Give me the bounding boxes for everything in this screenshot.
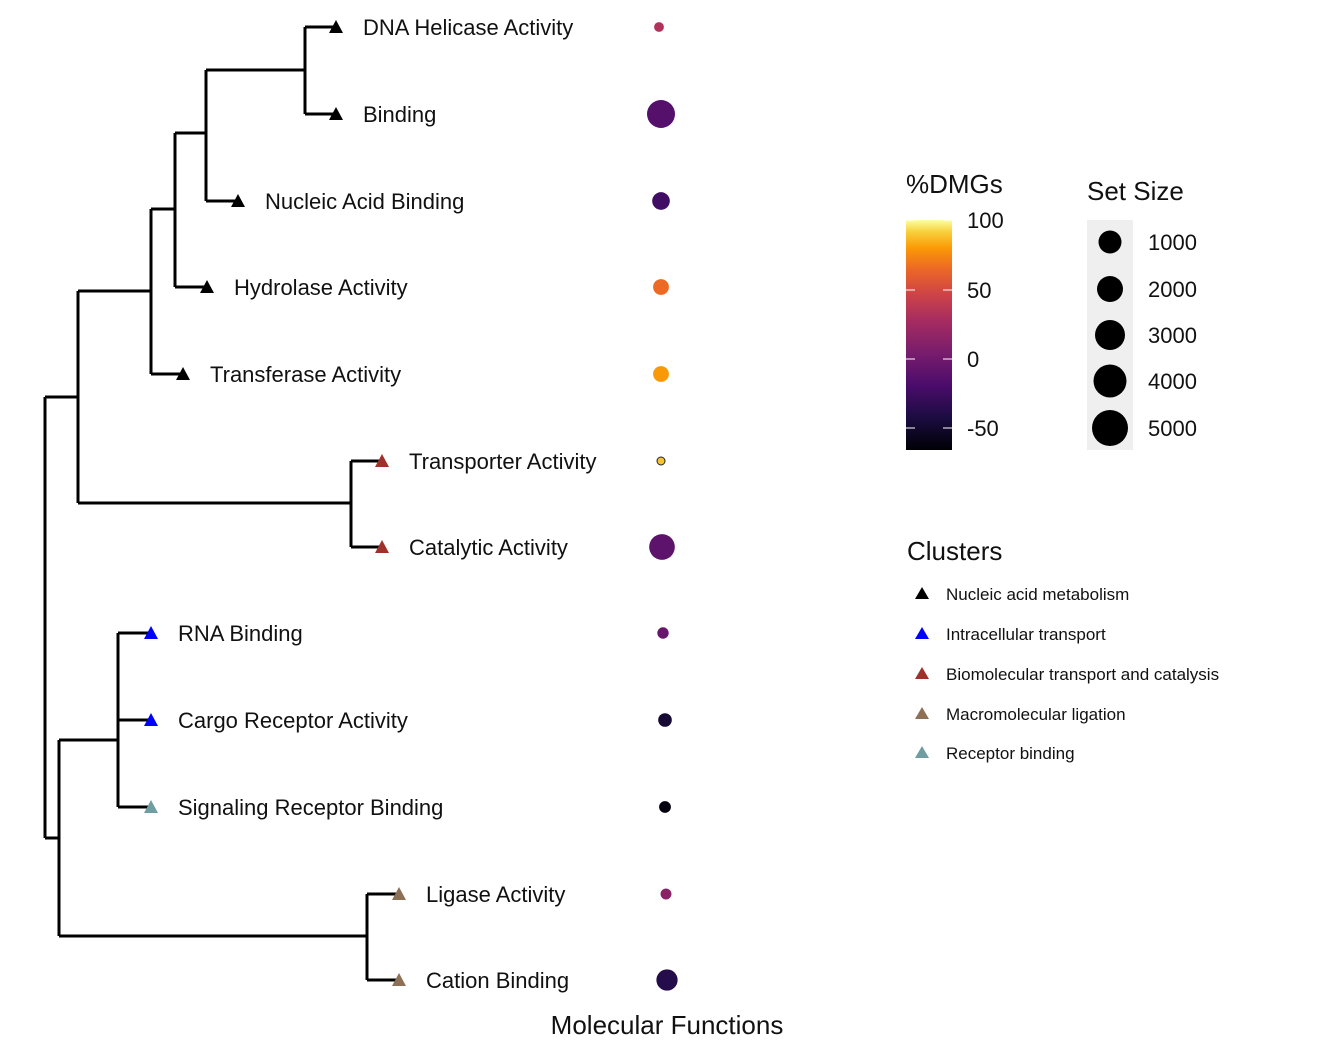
color-tick-label: -50 [967,416,999,441]
term-labels: DNA Helicase Activity Binding Nucleic Acid… [178,15,596,993]
color-legend-ticks: 100 50 0 -50 [906,208,1004,441]
tip-triangle-dna-helicase-activity [329,20,343,33]
size-key-dot [1097,276,1123,302]
tip-triangle-binding [329,107,343,120]
color-tick-label: 100 [967,208,1004,233]
color-tick-label: 50 [967,278,991,303]
tip-triangle-ligase-activity [392,887,406,900]
size-key-dot [1092,410,1128,446]
tip-triangle-cargo-receptor-activity [144,713,158,726]
size-legend-keys: 1000 2000 3000 4000 5000 [1092,230,1197,446]
dot-cargo-receptor-activity [658,713,672,727]
color-legend: %DMGs 100 50 0 -50 [906,169,1004,450]
cluster-key-label-biomolecular-transport-and-catalysis: Biomolecular transport and catalysis [946,665,1219,684]
dendrogram [43,25,399,982]
size-key-label: 4000 [1148,369,1197,394]
size-key-label: 3000 [1148,323,1197,348]
tip-triangle-hydrolase-activity [200,280,214,293]
dot-cation-binding [656,969,678,991]
term-label-nucleic-acid-binding: Nucleic Acid Binding [265,189,464,214]
tip-triangle-transporter-activity [375,454,389,467]
term-label-cation-binding: Cation Binding [426,968,569,993]
term-label-transporter-activity: Transporter Activity [409,449,596,474]
dot-binding [647,100,675,128]
term-label-ligase-activity: Ligase Activity [426,882,565,907]
tip-triangle-transferase-activity [176,367,190,380]
cluster-key-label-macromolecular-ligation: Macromolecular ligation [946,705,1126,724]
dot-ligase-activity [660,888,672,900]
cluster-key-triangle-macromolecular-ligation [915,707,929,719]
color-tick-label: 0 [967,347,979,372]
dot-nucleic-acid-binding [652,192,670,210]
dot-transferase-activity [653,366,669,382]
cluster-key-triangle-receptor-binding [915,746,929,758]
dot-column [647,22,678,991]
cluster-key-triangle-intracellular-transport [915,627,929,639]
dot-rna-binding [657,627,669,639]
term-label-binding: Binding [363,102,436,127]
cluster-key-triangle-nucleic-acid-metabolism [915,587,929,599]
cluster-key-label-intracellular-transport: Intracellular transport [946,625,1106,644]
dot-dna-helicase-activity [654,22,664,32]
tip-triangle-catalytic-activity [375,540,389,553]
cluster-key-label-receptor-binding: Receptor binding [946,744,1075,763]
cluster-legend-title: Clusters [907,536,1002,566]
term-label-rna-binding: RNA Binding [178,621,303,646]
dot-signaling-receptor-binding [659,801,671,813]
cluster-legend: Clusters Nucleic acid metabolism Intracel… [907,536,1219,763]
size-key-dot [1093,364,1127,398]
cluster-legend-keys: Nucleic acid metabolism Intracellular tra… [915,585,1219,763]
tip-triangle-signaling-receptor-binding [144,800,158,813]
size-key-label: 1000 [1148,230,1197,255]
dot-transporter-activity [656,456,666,466]
term-label-dna-helicase-activity: DNA Helicase Activity [363,15,573,40]
cluster-key-triangle-biomolecular-transport-and-catalysis [915,667,929,679]
size-legend-title: Set Size [1087,176,1184,206]
term-label-cargo-receptor-activity: Cargo Receptor Activity [178,708,408,733]
tip-triangle-rna-binding [144,626,158,639]
size-key-label: 2000 [1148,277,1197,302]
size-legend: Set Size 1000 2000 3000 4000 5000 [1087,176,1197,450]
term-label-hydrolase-activity: Hydrolase Activity [234,275,408,300]
size-key-dot [1098,230,1122,254]
size-key-label: 5000 [1148,416,1197,441]
cluster-key-label-nucleic-acid-metabolism: Nucleic acid metabolism [946,585,1129,604]
tip-triangle-cation-binding [392,973,406,986]
size-key-dot [1095,320,1125,350]
dot-catalytic-activity [649,534,675,560]
tip-markers [144,20,406,986]
color-legend-bar [906,220,952,450]
term-label-signaling-receptor-binding: Signaling Receptor Binding [178,795,443,820]
term-label-transferase-activity: Transferase Activity [210,362,401,387]
color-legend-title: %DMGs [906,169,1003,199]
tip-triangle-nucleic-acid-binding [231,194,245,207]
dot-hydrolase-activity [653,279,669,295]
x-axis-label: Molecular Functions [551,1010,784,1040]
term-label-catalytic-activity: Catalytic Activity [409,535,568,560]
